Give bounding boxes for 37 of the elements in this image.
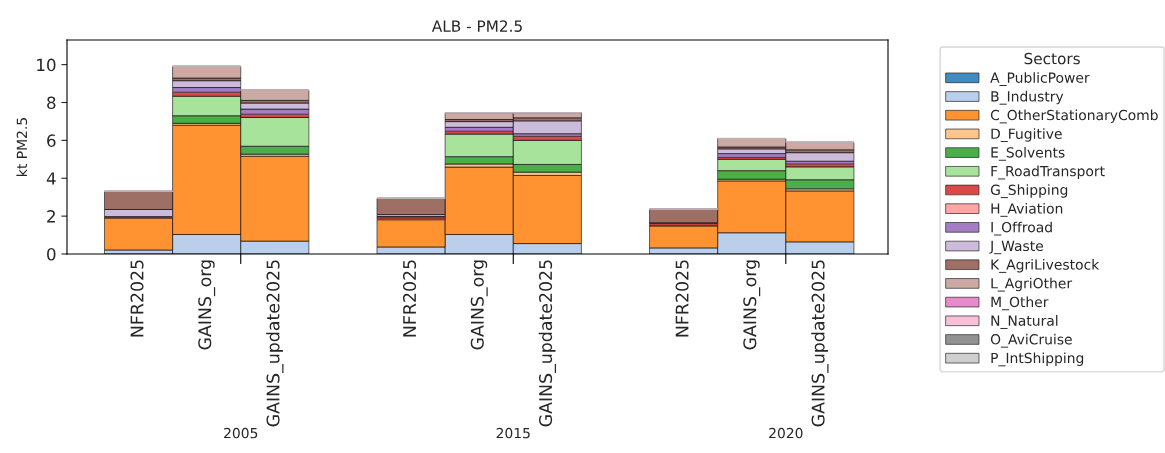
chart-title: ALB - PM2.5 — [431, 20, 522, 32]
legend-label: C_OtherStationaryComb — [990, 109, 1158, 124]
y-axis-title: kt PM2.5 — [16, 118, 28, 176]
text: 2005 — [224, 427, 258, 439]
legend-label: L_AgriOther — [991, 277, 1073, 292]
x-tick-label: GAINS_org — [470, 260, 488, 350]
legend-label: N_Natural — [991, 315, 1058, 329]
legend-label: O_AviCruise — [990, 333, 1072, 348]
y-tick-label: 10 — [37, 58, 56, 72]
text: 2015 — [496, 427, 530, 439]
x-tick-label: GAINS_update2025 — [266, 260, 284, 427]
y-tick-label: 2 — [47, 210, 55, 223]
x-tick-label: GAINS_org — [198, 260, 216, 350]
legend-label: F_RoadTransport — [991, 165, 1105, 180]
legend-label: I_Offroad — [991, 221, 1052, 236]
legend-label: J_Waste — [989, 240, 1043, 255]
y-tick-label: 0 — [47, 247, 56, 261]
y-tick-label: 4 — [46, 172, 56, 185]
legend-label: E_Solvents — [991, 146, 1065, 161]
x-tick-label: GAINS_org — [743, 260, 761, 350]
x-tick-label: GAINS_update2025 — [811, 260, 829, 427]
legend-label: H_Aviation — [991, 202, 1063, 217]
x-tick-label: NFR2025 — [675, 260, 689, 337]
legend-label: M_Other — [991, 296, 1049, 311]
text: 2020 — [769, 427, 803, 439]
legend-label: P_IntShipping — [991, 352, 1084, 367]
legend-label: A_PublicPower — [990, 72, 1090, 86]
legend-label: G_Shipping — [990, 184, 1068, 199]
y-tick-label: 8 — [47, 96, 56, 110]
y-tick-label: 6 — [47, 134, 56, 147]
legend-title: Sectors — [1024, 52, 1080, 65]
legend-label: K_AgriLivestock — [991, 259, 1100, 273]
legend-label: B_Industry — [991, 90, 1064, 105]
x-tick-label: GAINS_update2025 — [538, 260, 556, 427]
legend-label: D_Fugitive — [991, 128, 1062, 143]
x-tick-label: NFR2025 — [402, 260, 417, 337]
x-tick-label: NFR2025 — [130, 260, 144, 337]
